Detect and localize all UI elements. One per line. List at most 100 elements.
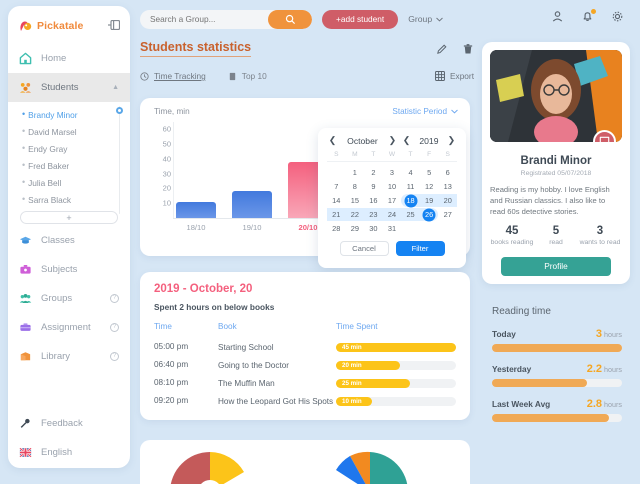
bar-column[interactable] — [176, 201, 216, 218]
sidebar-item-groups[interactable]: Groups ? — [8, 284, 130, 313]
prev-year-button[interactable]: ❮ — [402, 135, 411, 145]
calendar-day-cell[interactable]: 29 — [346, 222, 365, 235]
sidebar-item-assignment[interactable]: Assignment ? — [8, 313, 130, 342]
table-row[interactable]: 08:10 pm The Muffin Man 25 min — [154, 374, 456, 392]
calendar-day-cell[interactable]: 8 — [346, 180, 365, 193]
calendar-day-cell[interactable]: 27 — [438, 208, 457, 221]
sidebar-item-classes[interactable]: Classes — [8, 226, 130, 255]
calendar-day-cell[interactable]: 15 — [346, 194, 365, 207]
add-student-button[interactable]: +add student — [322, 9, 399, 29]
profile-button[interactable]: Profile — [501, 256, 611, 276]
calendar-day-cell[interactable]: 1 — [346, 166, 365, 179]
calendar-day-cell[interactable]: 19 — [419, 194, 439, 207]
sidebar-item-feedback[interactable]: Feedback — [8, 409, 130, 438]
calendar-day-cell[interactable]: 26 — [419, 208, 439, 221]
sidebar-item-library[interactable]: Library ? — [8, 342, 130, 371]
calendar-day-cell[interactable]: 28 — [327, 222, 346, 235]
calendar-filter-button[interactable]: Filter — [395, 241, 445, 256]
trash-delete-icon[interactable] — [462, 42, 474, 60]
tab-time-tracking[interactable]: Time Tracking — [140, 71, 206, 81]
calendar-day-number: 8 — [352, 182, 357, 191]
bar-column[interactable] — [232, 190, 272, 218]
calendar-day-number: 7 — [334, 182, 339, 191]
calendar-day-number: 5 — [427, 168, 432, 177]
calendar-day-cell[interactable]: 23 — [364, 208, 383, 221]
reading-time-label: Today — [492, 329, 516, 339]
chevron-up-icon[interactable]: ▲ — [112, 84, 119, 91]
calendar-day-cell[interactable]: 6 — [438, 166, 457, 179]
stat-value: 5 — [552, 225, 560, 237]
calendar-day-cell[interactable]: 17 — [383, 194, 402, 207]
sidebar-item-students[interactable]: Students ▲ — [8, 73, 130, 102]
student-list-item[interactable]: • Endy Gray — [8, 140, 130, 157]
calendar-day-number: 23 — [369, 210, 378, 219]
reading-time-track — [492, 414, 622, 422]
calendar-day-cell[interactable]: 7 — [327, 180, 346, 193]
calendar-day-cell[interactable]: 14 — [327, 194, 346, 207]
search-input[interactable] — [140, 14, 268, 24]
next-month-button[interactable]: ❯ — [388, 135, 397, 145]
calendar-day-cell[interactable]: 4 — [401, 166, 420, 179]
group-dropdown[interactable]: Group — [408, 14, 443, 24]
reading-time-head: Yesterday 2.2 hours — [492, 363, 622, 375]
prev-month-button[interactable]: ❮ — [328, 135, 337, 145]
bar[interactable] — [232, 190, 272, 218]
calendar-day-cell[interactable]: 9 — [364, 180, 383, 193]
calendar-day-cell[interactable]: 3 — [383, 166, 402, 179]
user-account-icon[interactable] — [551, 10, 564, 28]
calendar-day-cell[interactable]: 18 — [401, 194, 420, 207]
next-year-button[interactable]: ❯ — [447, 135, 456, 145]
brand-row: Pickatale — [8, 6, 130, 44]
calendar-day-cell[interactable]: 16 — [364, 194, 383, 207]
calendar-day-cell[interactable]: 13 — [438, 180, 457, 193]
calendar-day-cell[interactable]: 10 — [383, 180, 402, 193]
calendar-day-cell[interactable]: 20 — [438, 194, 457, 207]
student-list-item[interactable]: • Julia Bell — [8, 174, 130, 191]
calendar-day-cell[interactable]: 21 — [327, 208, 346, 221]
sidebar-item-subjects[interactable]: Subjects — [8, 255, 130, 284]
assignment-help-icon[interactable]: ? — [110, 323, 119, 332]
calendar-cancel-button[interactable]: Cancel — [339, 241, 389, 256]
date-range-calendar-popup: ❮ October ❯ ❮ 2019 ❯ S M T W T F S 1 2 3 4 5 6 7 8 9 10 1… — [318, 128, 466, 268]
add-student-sidebar-button[interactable]: + — [20, 211, 118, 224]
calendar-day-number: 24 — [387, 210, 397, 219]
calendar-day-cell[interactable]: 30 — [364, 222, 383, 235]
export-button[interactable]: Export — [435, 71, 478, 81]
student-list-scrollbar-track[interactable] — [118, 106, 120, 214]
profile-bio: Reading is my hobby. I love English and … — [490, 185, 610, 216]
assignment-help-icon[interactable]: ? — [110, 294, 119, 303]
collapse-panel-icon[interactable] — [108, 17, 121, 35]
student-list-scrollbar-thumb[interactable] — [116, 107, 123, 114]
calendar-day-cell[interactable]: 22 — [345, 208, 365, 221]
student-list-item[interactable]: • Fred Baker — [8, 157, 130, 174]
table-row[interactable]: 05:00 pm Starting School 45 min — [154, 338, 456, 356]
notification-bell-icon[interactable] — [581, 9, 596, 28]
calendar-day-cell[interactable]: 31 — [383, 222, 402, 235]
brand-logo[interactable]: Pickatale — [19, 20, 83, 33]
pie-chart-left — [170, 452, 244, 484]
table-row[interactable]: 06:40 pm Going to the Doctor 20 min — [154, 356, 456, 374]
sidebar-item-english[interactable]: English — [8, 438, 130, 467]
statistic-period-dropdown[interactable]: Statistic Period — [392, 107, 458, 116]
calendar-day-cell[interactable]: 5 — [420, 166, 439, 179]
student-list-item[interactable]: • Sarra Black — [8, 191, 130, 208]
calendar-day-cell[interactable]: 2 — [364, 166, 383, 179]
calendar-day-cell[interactable]: 25 — [401, 208, 420, 221]
calendar-day-number: 2 — [371, 168, 376, 177]
library-help-icon[interactable]: ? — [110, 352, 119, 361]
calendar-header: ❮ October ❯ ❮ 2019 ❯ — [327, 135, 457, 146]
bar[interactable] — [176, 201, 216, 218]
student-list-item[interactable]: • Brandy Minor — [8, 106, 130, 123]
settings-gear-icon[interactable] — [611, 10, 624, 28]
search-button[interactable] — [268, 9, 312, 29]
calendar-day-cell[interactable]: 12 — [420, 180, 439, 193]
calendar-day-cell[interactable]: 11 — [401, 180, 420, 193]
pencil-edit-icon[interactable] — [436, 42, 448, 60]
tab-top-10[interactable]: Top 10 — [228, 71, 267, 81]
sidebar-item-home[interactable]: Home — [8, 44, 130, 73]
table-row[interactable]: 09:20 pm How the Leopard Got His Spots 10 … — [154, 392, 456, 410]
calendar-day-cell[interactable]: 24 — [382, 208, 402, 221]
student-list-item[interactable]: • David Marsel — [8, 123, 130, 140]
chat-bubble-icon[interactable] — [593, 130, 616, 142]
chart-header: Time, min Statistic Period — [140, 98, 470, 116]
